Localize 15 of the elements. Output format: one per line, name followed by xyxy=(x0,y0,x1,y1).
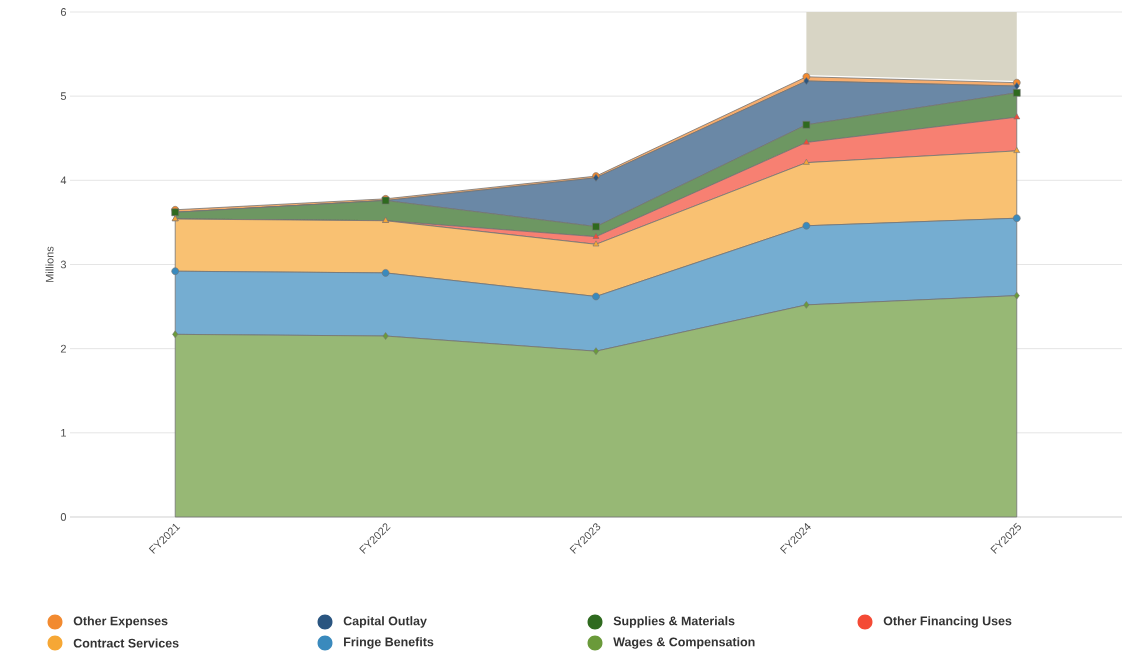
legend-label: Supplies & Materials xyxy=(613,616,735,628)
legend-label: Contract Services xyxy=(73,638,179,648)
legend-label: Capital Outlay xyxy=(343,616,427,628)
y-tick-label: 2 xyxy=(60,344,66,353)
y-tick-label: 3 xyxy=(60,260,66,269)
legend-label: Fringe Benefits xyxy=(344,637,434,649)
y-tick-label: 4 xyxy=(60,176,67,185)
legend-label: Wages & Compensation xyxy=(613,637,755,649)
legend-label: Other Expenses xyxy=(73,616,168,628)
y-tick-label: 0 xyxy=(60,513,67,521)
y-tick-label: 6 xyxy=(60,8,66,16)
y-tick-label: 1 xyxy=(61,429,66,437)
y-tick-label: 5 xyxy=(60,92,67,100)
y-axis-title: Millions xyxy=(45,246,54,282)
legend-label: Other Financing Uses xyxy=(883,616,1012,628)
